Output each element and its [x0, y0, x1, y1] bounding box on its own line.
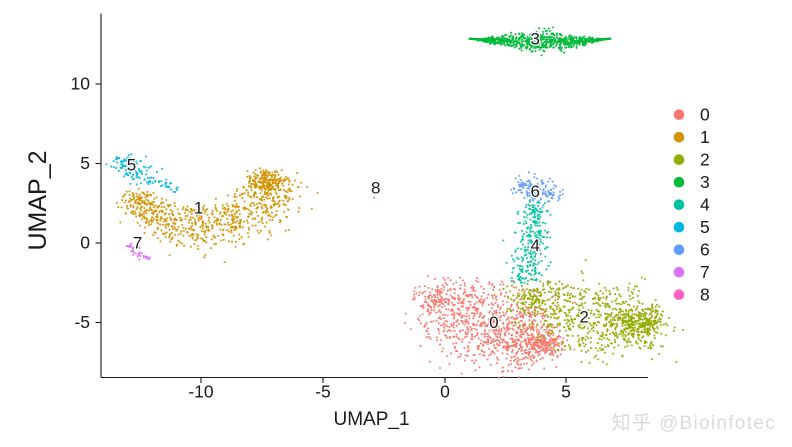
svg-text:5: 5 [80, 153, 90, 173]
svg-text:0: 0 [489, 313, 498, 332]
svg-text:2: 2 [700, 150, 710, 170]
svg-text:2: 2 [579, 308, 588, 327]
svg-text:4: 4 [531, 236, 540, 255]
svg-text:3: 3 [531, 29, 540, 48]
svg-text:3: 3 [700, 172, 710, 192]
svg-text:6: 6 [531, 182, 540, 201]
svg-text:6: 6 [700, 240, 710, 260]
svg-text:1: 1 [194, 199, 203, 218]
svg-text:UMAP_1: UMAP_1 [333, 409, 409, 430]
svg-text:0: 0 [80, 233, 90, 253]
svg-text:-10: -10 [188, 382, 214, 402]
svg-text:1: 1 [700, 127, 710, 147]
svg-text:4: 4 [700, 195, 710, 215]
svg-text:8: 8 [700, 285, 710, 305]
svg-text:10: 10 [71, 74, 91, 94]
svg-text:5: 5 [700, 217, 710, 237]
svg-text:7: 7 [133, 234, 142, 253]
svg-text:知乎 @Bioinfotec: 知乎 @Bioinfotec [612, 412, 776, 434]
svg-text:8: 8 [371, 179, 380, 198]
svg-text:0: 0 [440, 382, 450, 402]
svg-text:5: 5 [561, 382, 571, 402]
svg-text:7: 7 [700, 262, 710, 282]
svg-text:0: 0 [700, 105, 710, 125]
svg-text:UMAP_2: UMAP_2 [24, 150, 52, 250]
svg-text:-5: -5 [74, 312, 90, 332]
svg-text:-5: -5 [315, 382, 331, 402]
svg-text:5: 5 [127, 156, 136, 175]
